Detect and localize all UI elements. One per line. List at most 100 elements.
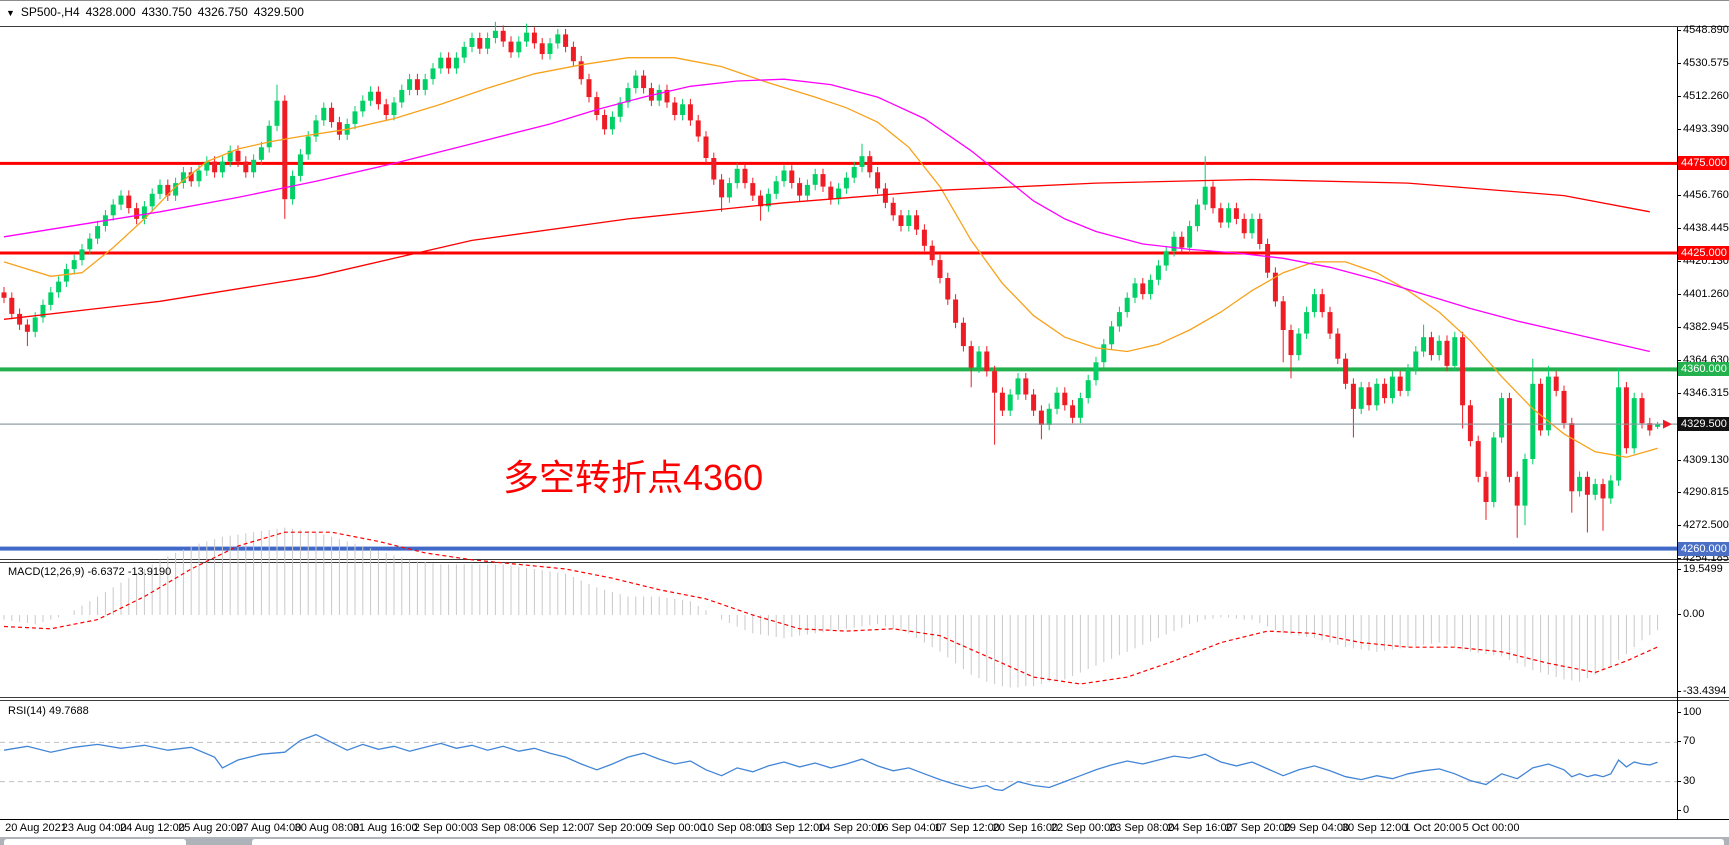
axis-tick xyxy=(1677,781,1681,782)
axis-tick xyxy=(1677,712,1681,713)
price-tick-label: 4346.315 xyxy=(1683,387,1729,399)
axis-tick xyxy=(1677,360,1681,361)
time-tick-label: 27 Aug 04:00 xyxy=(236,822,302,834)
symbol-dropdown-icon[interactable]: ▼ xyxy=(6,8,15,18)
rsi-tick-label: 100 xyxy=(1683,706,1702,718)
axis-tick xyxy=(1677,195,1681,196)
axis-tick xyxy=(1677,558,1681,559)
chart-pane-top-border xyxy=(0,26,1729,27)
price-tick-label: 4493.390 xyxy=(1683,123,1729,135)
time-tick-label: 14 Sep 20:00 xyxy=(818,822,884,834)
chart-annotation-text: 多空转折点4360 xyxy=(503,457,764,498)
time-tick-label: 13 Sep 12:00 xyxy=(759,822,826,834)
price-tick-label: 4530.575 xyxy=(1683,57,1729,69)
axis-tick xyxy=(1677,460,1681,461)
axis-tick xyxy=(1677,393,1681,394)
taskbar-segment xyxy=(4,839,186,845)
rsi-tick-label: 70 xyxy=(1683,735,1696,747)
time-tick-label: 9 Sep 00:00 xyxy=(646,822,706,834)
time-tick-label: 20 Sep 16:00 xyxy=(992,822,1059,834)
price-tick-label: 4290.815 xyxy=(1683,486,1729,498)
symbol-name: SP500-,H4 xyxy=(20,5,80,19)
time-tick-label: 10 Sep 08:00 xyxy=(701,822,768,834)
ma-mid-magenta xyxy=(3,78,1650,353)
ohlc-close: 4329.500 xyxy=(253,5,304,19)
hline-4425[interactable] xyxy=(0,251,1677,255)
price-tick-label: 4456.760 xyxy=(1683,189,1729,201)
rsi-tick-label: 0 xyxy=(1683,804,1690,816)
price-tick-label: 4512.260 xyxy=(1683,90,1729,102)
time-tick-label: 30 Aug 08:00 xyxy=(294,822,360,834)
macd-tick-label: 0.00 xyxy=(1683,608,1705,620)
macd-pane-label: MACD(12,26,9) -6.6372 -13.9190 xyxy=(8,566,171,578)
time-tick-label: 25 Aug 20:00 xyxy=(178,822,244,834)
axis-tick xyxy=(1677,30,1681,31)
price-badge-4329.500: 4329.500 xyxy=(1678,417,1729,431)
axis-tick xyxy=(1677,525,1681,526)
macd-indicator-values: -6.6372 -13.9190 xyxy=(87,566,172,578)
taskbar-segment xyxy=(252,839,1724,845)
hline-4475[interactable] xyxy=(0,161,1677,165)
macd-tick-label: -33.4394 xyxy=(1683,685,1727,697)
price-tick-label: 4438.445 xyxy=(1683,222,1729,234)
rsi-indicator-name: RSI(14) xyxy=(8,705,46,717)
price-tick-label: 4309.130 xyxy=(1683,454,1729,466)
time-tick-label: 30 Sep 12:00 xyxy=(1341,822,1408,834)
time-tick-label: 27 Sep 20:00 xyxy=(1225,822,1291,834)
rsi-tick-label: 30 xyxy=(1683,775,1696,787)
hline-4360[interactable] xyxy=(0,367,1677,372)
axis-tick xyxy=(1677,63,1681,64)
ohlc-open: 4328.000 xyxy=(85,5,136,19)
time-tick-label: 1 Oct 20:00 xyxy=(1404,822,1462,834)
macd-tick-label: 19.5499 xyxy=(1683,563,1723,575)
time-tick-label: 6 Sep 12:00 xyxy=(530,822,590,834)
axis-tick xyxy=(1677,294,1681,295)
axis-tick xyxy=(1677,129,1681,130)
macd-indicator-name: MACD(12,26,9) xyxy=(8,566,85,578)
rsi-indicator-value: 49.7688 xyxy=(48,705,89,717)
macd-signal-line xyxy=(3,531,1658,685)
axis-tick xyxy=(1677,569,1681,570)
price-badge-4425.000: 4425.000 xyxy=(1678,246,1729,260)
axis-tick xyxy=(1677,810,1681,811)
price-tick-label: 4548.890 xyxy=(1683,24,1729,36)
time-tick-label: 2 Sep 00:00 xyxy=(413,822,474,834)
time-tick-label: 29 Sep 04:00 xyxy=(1283,822,1350,834)
taskbar-edge-strip xyxy=(0,837,1729,845)
time-tick-label: 23 Aug 04:00 xyxy=(61,822,127,834)
time-tick-label: 24 Aug 12:00 xyxy=(119,822,185,834)
axis-tick xyxy=(1677,691,1681,692)
ma-slow-red xyxy=(3,178,1650,320)
price-badge-4475.000: 4475.000 xyxy=(1678,156,1729,170)
rsi-pane-label: RSI(14) 49.7688 xyxy=(8,705,89,717)
price-tick-label: 4382.945 xyxy=(1683,321,1729,333)
axis-tick xyxy=(1677,327,1681,328)
axis-tick xyxy=(1677,261,1681,262)
ohlc-low: 4326.750 xyxy=(197,5,248,19)
ohlc-high: 4330.750 xyxy=(141,5,192,19)
time-tick-label: 23 Sep 08:00 xyxy=(1109,822,1175,834)
time-tick-label: 7 Sep 20:00 xyxy=(588,822,648,834)
rsi-line xyxy=(3,733,1658,792)
axis-tick xyxy=(1677,614,1681,615)
price-badge-4260.000: 4260.000 xyxy=(1678,542,1729,556)
axis-tick xyxy=(1677,228,1681,229)
time-tick-label: 3 Sep 08:00 xyxy=(471,822,532,834)
time-tick-label: 16 Sep 04:00 xyxy=(876,822,942,834)
time-tick-label: 17 Sep 12:00 xyxy=(934,822,1000,834)
time-tick-label: 24 Sep 16:00 xyxy=(1167,822,1233,834)
price-tick-label: 4401.260 xyxy=(1683,288,1729,300)
time-tick-label: 22 Sep 00:00 xyxy=(1050,822,1117,834)
price-tick-label: 4272.500 xyxy=(1683,519,1729,531)
time-tick-label: 20 Aug 2021 xyxy=(5,822,67,834)
time-tick-label: 31 Aug 16:00 xyxy=(352,822,418,834)
current-price-arrow-icon xyxy=(1663,419,1672,429)
time-tick-label: 5 Oct 00:00 xyxy=(1462,822,1520,834)
axis-tick xyxy=(1677,492,1681,493)
ma-fast-orange xyxy=(3,57,1658,458)
hline-4260[interactable] xyxy=(0,546,1677,551)
price-badge-4360.000: 4360.000 xyxy=(1678,362,1729,376)
axis-tick xyxy=(1677,741,1681,742)
axis-tick xyxy=(1677,96,1681,97)
